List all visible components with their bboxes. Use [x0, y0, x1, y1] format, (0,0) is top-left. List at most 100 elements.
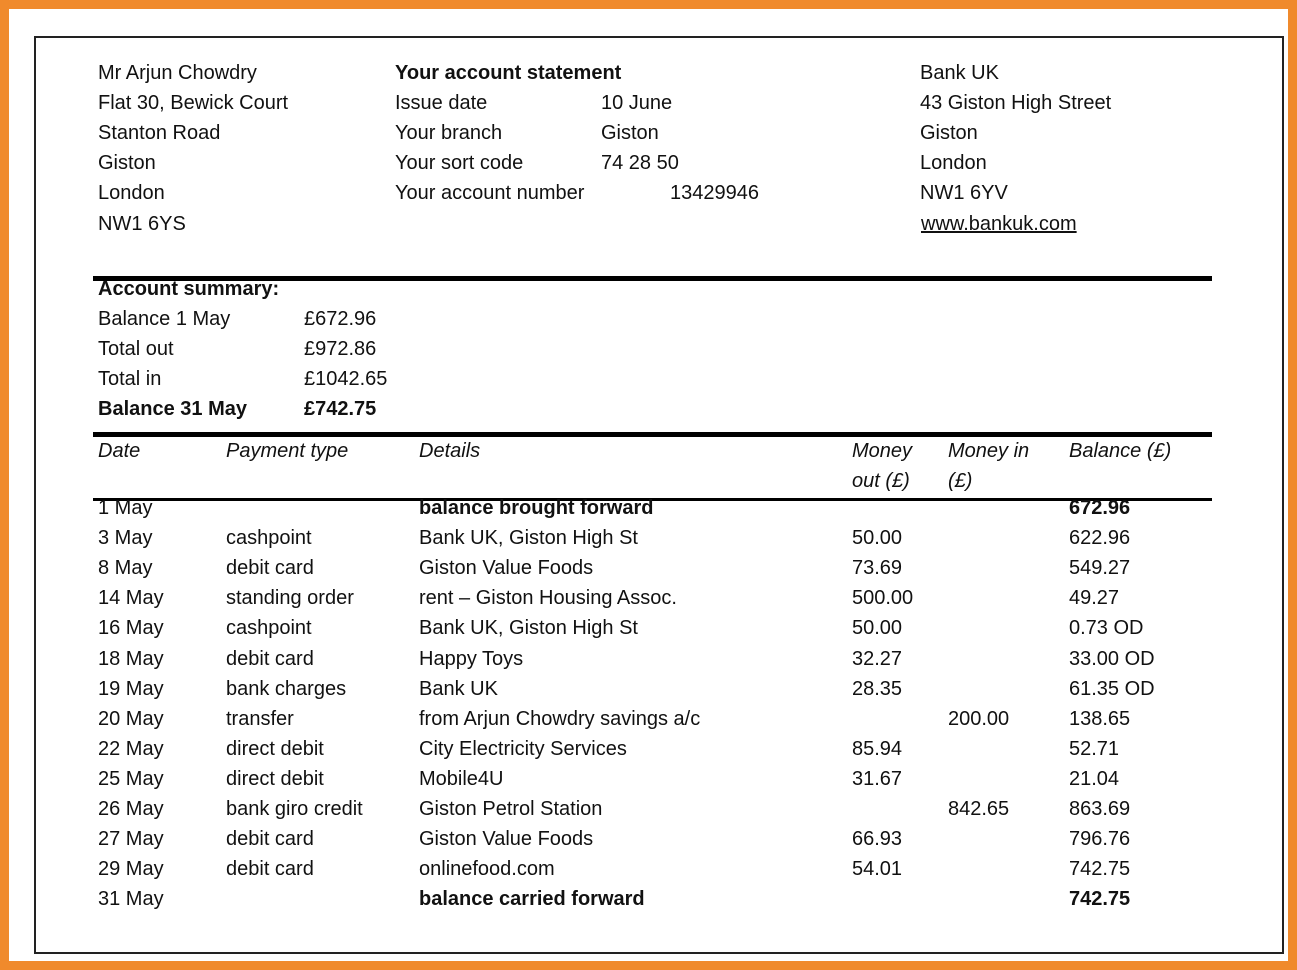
table-cell: 73.69 — [852, 557, 903, 580]
summary-label: Total in — [98, 368, 162, 390]
table-cell: City Electricity Services — [419, 737, 627, 760]
divider — [93, 432, 1212, 437]
table-cell: Bank UK, Giston High St — [419, 617, 638, 640]
bank-address: Giston — [920, 122, 978, 145]
column-header: Details — [419, 440, 481, 462]
table-cell: Bank UK, Giston High St — [419, 527, 638, 550]
table-cell: 61.35 OD — [1069, 677, 1155, 700]
table-cell: cashpoint — [226, 617, 312, 640]
table-cell: 16 May — [98, 617, 164, 640]
table-cell: 85.94 — [852, 737, 903, 760]
table-cell: 138.65 — [1069, 707, 1131, 730]
table-cell: 863.69 — [1069, 798, 1131, 820]
customer-address: Mr Arjun Chowdry — [98, 62, 257, 84]
table-cell: 29 May — [98, 858, 164, 881]
column-header: Balance (£) — [1069, 440, 1172, 462]
table-cell: 0.73 OD — [1069, 617, 1144, 640]
bank-address: London — [920, 152, 987, 175]
customer-address: NW1 6YS — [98, 212, 186, 235]
table-cell: 19 May — [98, 677, 164, 700]
summary-label: Total out — [98, 338, 174, 360]
table-cell: debit card — [226, 828, 314, 851]
table-cell: 500.00 — [852, 587, 914, 610]
table-cell: 742.75 — [1069, 888, 1131, 911]
summary-value: £972.86 — [304, 338, 377, 360]
table-cell: Giston Petrol Station — [419, 798, 603, 820]
customer-address: Stanton Road — [98, 122, 221, 145]
table-cell: 33.00 OD — [1069, 647, 1155, 670]
statement-title: Your account statement — [395, 62, 622, 84]
table-cell: bank giro credit — [226, 798, 363, 820]
column-header: Money out (£) — [852, 440, 913, 492]
table-cell: 32.27 — [852, 647, 903, 670]
table-cell: 21.04 — [1069, 767, 1120, 790]
table-cell: debit card — [226, 557, 314, 580]
table-cell: 50.00 — [852, 527, 903, 550]
table-cell: Mobile4U — [419, 767, 504, 790]
column-header: Payment type — [226, 440, 349, 462]
table-cell: balance brought forward — [419, 497, 654, 519]
table-cell: 622.96 — [1069, 527, 1131, 550]
table-cell: 549.27 — [1069, 557, 1131, 580]
table-cell: direct debit — [226, 767, 324, 790]
table-cell: 50.00 — [852, 617, 903, 640]
table-cell: 3 May — [98, 527, 153, 550]
table-cell: 52.71 — [1069, 737, 1120, 760]
table-cell: 1 May — [98, 497, 153, 519]
summary-label: Balance 1 May — [98, 308, 231, 330]
table-cell: 49.27 — [1069, 587, 1120, 610]
table-cell: 8 May — [98, 557, 153, 580]
table-cell: debit card — [226, 647, 314, 670]
bank-address: 43 Giston High Street — [920, 92, 1112, 115]
summary-value: £1042.65 — [304, 368, 388, 390]
field-value: Giston — [601, 122, 659, 145]
column-header: Money in (£) — [948, 440, 1030, 492]
summary-value: £672.96 — [304, 308, 377, 330]
table-cell: Giston Value Foods — [419, 828, 594, 851]
table-cell: rent – Giston Housing Assoc. — [419, 587, 677, 610]
summary-label: Balance 31 May — [98, 398, 247, 420]
field-value: 10 June — [601, 92, 673, 115]
table-cell: Giston Value Foods — [419, 557, 594, 580]
field-value: 74 28 50 — [601, 152, 679, 175]
field-label: Your branch — [395, 122, 503, 145]
customer-address: London — [98, 182, 165, 205]
customer-address: Giston — [98, 152, 156, 175]
table-cell: 31.67 — [852, 767, 903, 790]
table-cell: from Arjun Chowdry savings a/c — [419, 707, 701, 730]
table-cell: 842.65 — [948, 798, 1010, 820]
table-cell: 20 May — [98, 707, 164, 730]
table-cell: Happy Toys — [419, 647, 524, 670]
summary-value: £742.75 — [304, 398, 377, 420]
bank-website[interactable]: www.bankuk.com — [921, 212, 1077, 235]
customer-address: Flat 30, Bewick Court — [98, 92, 289, 115]
table-cell: 14 May — [98, 587, 164, 610]
divider — [93, 498, 1212, 501]
bank-address: NW1 6YV — [920, 182, 1008, 205]
field-label: Issue date — [395, 92, 488, 115]
table-cell: cashpoint — [226, 527, 312, 550]
field-label: Your sort code — [395, 152, 524, 175]
table-cell: direct debit — [226, 737, 324, 760]
summary-title: Account summary: — [98, 278, 280, 300]
table-cell: bank charges — [226, 677, 347, 700]
column-header: Date — [98, 440, 141, 462]
frame — [34, 36, 1284, 954]
table-cell: 28.35 — [852, 677, 903, 700]
field-value: 13429946 — [670, 182, 759, 205]
table-cell: 66.93 — [852, 828, 903, 851]
bank-address: Bank UK — [920, 62, 999, 84]
field-label: Your account number — [395, 182, 585, 205]
table-cell: onlinefood.com — [419, 858, 555, 881]
divider — [93, 276, 1212, 281]
table-cell: 26 May — [98, 798, 164, 820]
table-cell: 742.75 — [1069, 858, 1131, 881]
table-cell: 25 May — [98, 767, 164, 790]
table-cell: 200.00 — [948, 707, 1010, 730]
table-cell: 54.01 — [852, 858, 903, 881]
table-cell: 22 May — [98, 737, 164, 760]
table-cell: 31 May — [98, 888, 164, 911]
table-cell: 672.96 — [1069, 497, 1131, 519]
table-cell: transfer — [226, 707, 294, 730]
